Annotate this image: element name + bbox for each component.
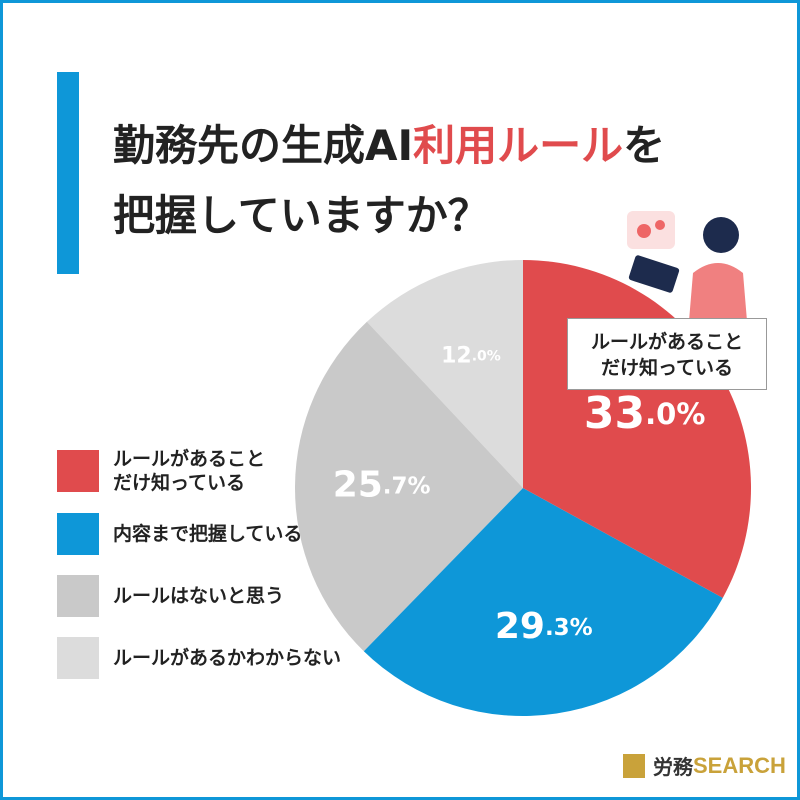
- legend-item: ルールはないと思う: [57, 575, 284, 617]
- pie-slice: [363, 488, 723, 716]
- annotation-line: ルールがあること: [590, 331, 743, 353]
- annotation-line: だけ知っている: [600, 357, 734, 379]
- legend-label: ルールはないと思う: [113, 585, 285, 607]
- value-label: 29.3%: [495, 606, 593, 647]
- title-highlight: 利用ルール: [413, 121, 624, 170]
- legend-label: ルールがあること だけ知っている: [113, 448, 266, 494]
- logo: 労務 SEARCH: [623, 751, 786, 780]
- logo-text: 労務: [653, 755, 693, 779]
- title-part: を: [623, 121, 666, 170]
- value-label: 12.0%: [441, 344, 501, 369]
- logo-text: SEARCH: [693, 752, 786, 778]
- legend-item: ルールがあること だけ知っている: [57, 447, 265, 495]
- chart-title: 勤務先の生成AI利用ルールを把握していますか？: [113, 111, 665, 251]
- legend-item: ルールがあるかわからない: [57, 637, 341, 679]
- pie-slice: [366, 260, 523, 488]
- pie-slice: [295, 321, 523, 652]
- legend-swatch: [57, 450, 99, 492]
- value-label: 33.0%: [584, 388, 706, 439]
- accent-bar: [57, 72, 79, 274]
- legend-swatch: [57, 513, 99, 555]
- legend-swatch: [57, 637, 99, 679]
- title-part: 勤務先の生成AI: [113, 121, 414, 170]
- title-part: 把握していますか？: [113, 191, 490, 240]
- legend-label: ルールがあるかわからない: [113, 647, 342, 669]
- legend-label: 内容まで把握している: [113, 523, 303, 545]
- legend-item: 内容まで把握している: [57, 513, 302, 555]
- annotation: ルールがあること だけ知っている: [567, 318, 767, 390]
- illustration: [627, 211, 748, 333]
- legend-swatch: [57, 575, 99, 617]
- value-label: 25.7%: [333, 465, 431, 506]
